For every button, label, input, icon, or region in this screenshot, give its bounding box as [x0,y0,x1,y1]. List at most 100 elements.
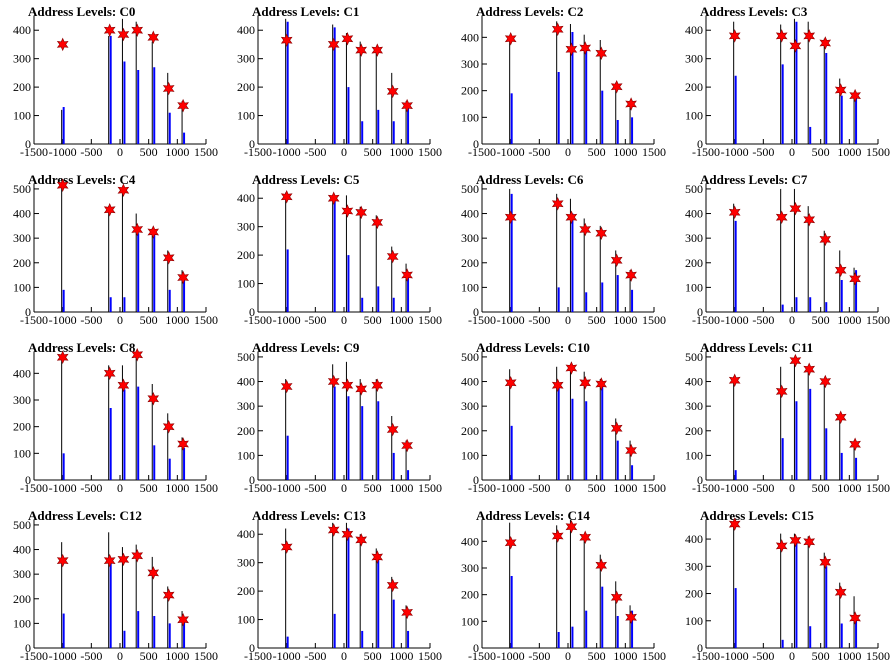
star-marker [595,46,608,61]
x-tick-label: 0 [117,145,123,159]
x-tick-label: -1000 [49,481,77,495]
x-tick-label: -1500 [20,481,48,495]
y-tick-label: 300 [237,399,255,413]
x-tick-label: 500 [364,313,382,327]
y-tick-label: 400 [685,207,703,221]
star-marker [834,83,847,97]
chart-title: Address Levels: C10 [476,340,590,355]
x-tick-label: 1500 [866,481,890,495]
x-tick-label: 1000 [837,145,861,159]
star-marker [834,410,847,424]
x-tick-label: -1000 [273,649,301,663]
y-tick-label: 200 [685,587,703,601]
y-tick-label: 500 [685,350,703,364]
chart-title: Address Levels: C7 [700,172,808,187]
y-tick-label: 400 [461,534,479,548]
x-tick-label: 0 [117,649,123,663]
star-marker [849,88,861,103]
y-tick-label: 300 [461,57,479,71]
y-tick-label: 400 [237,527,255,541]
y-tick-label: 200 [461,424,479,438]
chart-panel-c10: Address Levels: C10 0 100 200 300 400 500 -1500… [448,336,672,504]
y-tick-label: 100 [13,446,31,460]
x-tick-label: 1500 [866,313,890,327]
star-marker [341,527,354,541]
y-tick-label: 200 [237,248,255,262]
star-marker [504,376,517,390]
x-tick-label: -500 [752,145,774,159]
y-tick-label: 200 [461,588,479,602]
y-tick-label: 200 [685,424,703,438]
x-tick-label: 1000 [389,145,413,159]
star-marker [803,212,816,227]
chart-title: Address Levels: C6 [476,172,584,187]
x-tick-label: -1000 [273,145,301,159]
star-marker [789,533,802,548]
star-marker [595,377,608,391]
x-tick-label: -500 [752,313,774,327]
x-tick-label: 1000 [389,649,413,663]
star-marker [341,204,354,218]
y-tick-label: 0 [25,473,31,487]
x-tick-label: -1000 [721,649,749,663]
y-tick-label: 0 [697,641,703,655]
x-tick-label: 0 [789,649,795,663]
chart-panel-c15: Address Levels: C15 0 100 200 300 400 -1500 -10… [672,504,896,672]
star-marker [504,31,517,46]
y-tick-label: 100 [685,109,703,123]
y-tick-label: 100 [237,448,255,462]
y-tick-label: 0 [25,641,31,655]
x-tick-label: -1500 [20,145,48,159]
x-tick-label: 500 [364,481,382,495]
star-marker [728,205,741,220]
y-tick-label: 400 [237,375,255,389]
chart-plot-area: 0 100 200 300 400 500 -1500 -1000 -500 0 500 1000 15… [13,178,218,327]
y-tick-label: 400 [237,191,255,205]
x-tick-label: -500 [752,649,774,663]
chart-title: Address Levels: C2 [476,4,584,19]
star-marker [131,548,144,563]
y-tick-label: 100 [461,448,479,462]
x-tick-label: -1000 [273,313,301,327]
y-tick-label: 400 [685,23,703,37]
x-tick-label: -1000 [273,481,301,495]
star-marker [819,374,832,389]
star-marker [579,222,592,237]
chart-title: Address Levels: C15 [700,508,814,523]
x-tick-label: -1000 [497,145,525,159]
x-tick-label: 500 [364,145,382,159]
y-tick-label: 100 [237,109,255,123]
star-marker [386,249,399,264]
star-marker [162,81,175,96]
chart-plot-area: 0 100 200 300 400 -1500 -1000 -500 0 500 1000 1500 [685,16,890,159]
y-tick-label: 100 [685,614,703,628]
x-tick-label: 1500 [642,313,666,327]
chart-title: Address Levels: C3 [700,4,808,19]
x-tick-label: 1500 [866,145,890,159]
x-tick-label: 1000 [613,481,637,495]
star-marker [401,438,413,453]
x-tick-label: 1000 [165,313,189,327]
x-tick-label: 1500 [194,481,218,495]
chart-panel-c0: Address Levels: C0 0 100 200 300 400 -1500 -100… [0,0,224,168]
star-marker [177,270,189,285]
y-tick-label: 300 [461,231,479,245]
y-tick-label: 0 [249,641,255,655]
star-marker [341,32,354,46]
x-tick-label: 1000 [165,649,189,663]
star-marker [579,530,592,545]
x-tick-label: 0 [341,649,347,663]
star-marker [147,225,160,239]
y-tick-label: 0 [249,137,255,151]
star-marker [131,347,144,362]
x-tick-label: -1500 [244,145,272,159]
y-tick-label: 100 [461,614,479,628]
x-tick-label: 0 [789,481,795,495]
x-tick-label: -1000 [721,145,749,159]
x-tick-label: 500 [140,313,158,327]
star-marker [371,43,384,57]
x-tick-label: 500 [140,145,158,159]
star-marker [551,22,564,37]
star-marker [728,517,741,531]
y-tick-label: 0 [473,305,479,319]
